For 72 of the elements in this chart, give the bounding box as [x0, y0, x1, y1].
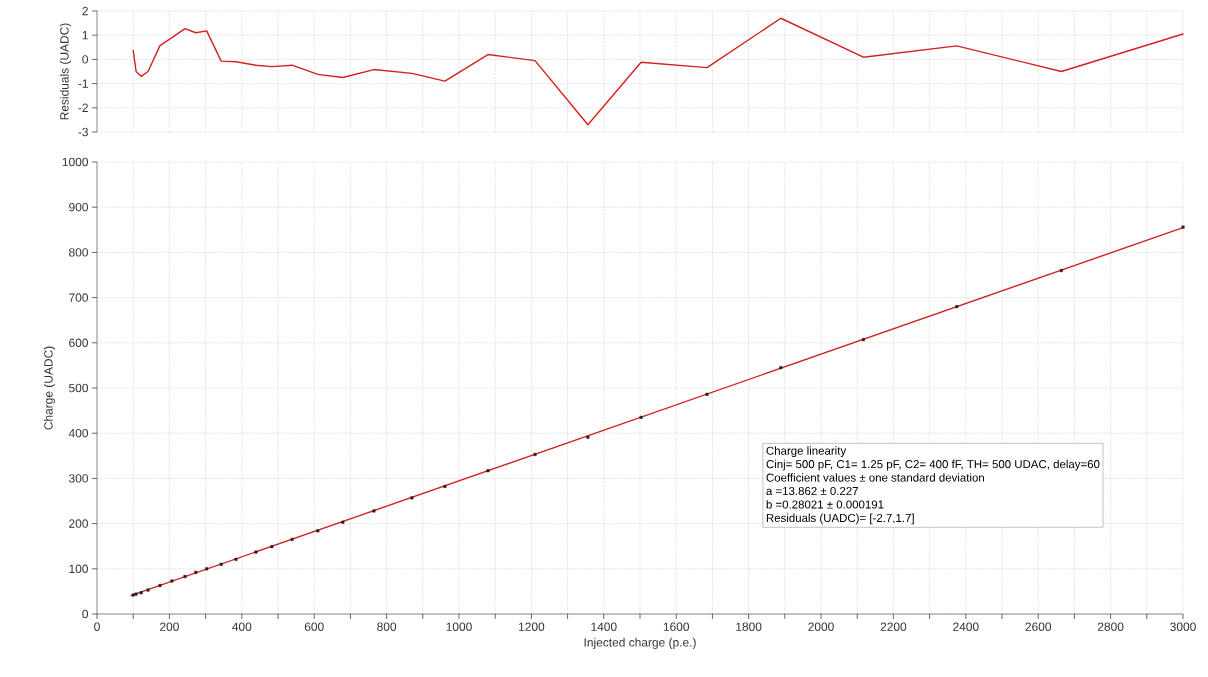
point: [639, 415, 643, 419]
point: [139, 591, 143, 595]
x-tick-label: 1800: [736, 622, 762, 631]
point: [1059, 268, 1063, 272]
annotation: Coefficient values ± one standard deviation: [766, 473, 984, 482]
point: [1181, 225, 1185, 229]
x-tick-label: 3000: [1170, 622, 1196, 631]
x-tick-label: 1400: [591, 622, 617, 631]
annotation: Residuals (UADC)= [-2.7,1.7]: [766, 513, 914, 525]
x-tick-label: 0: [94, 622, 100, 631]
point: [372, 509, 376, 513]
x-tick-label: 2400: [953, 622, 979, 631]
y-tick-label: 300: [68, 474, 89, 483]
y-tick-label: 800: [69, 248, 89, 257]
annotation: a =13.862 ± 0.227: [766, 486, 858, 496]
annotation: Charge linearity: [766, 446, 847, 458]
point: [290, 537, 294, 541]
y-tick-label: 0: [82, 609, 89, 619]
y-tick-label: 2: [82, 6, 88, 16]
point: [146, 588, 150, 592]
point: [134, 592, 138, 596]
point: [205, 567, 209, 571]
point: [194, 570, 198, 574]
point: [270, 545, 274, 549]
point: [410, 496, 414, 500]
point: [586, 435, 590, 439]
point: [705, 392, 709, 396]
x-tick-label: 2200: [880, 622, 907, 631]
x-axis-title: Injected charge (p.e.): [584, 637, 696, 649]
y-tick-label: 700: [69, 293, 89, 302]
point: [861, 338, 865, 342]
annotation: Cinj= 500 pF, C1= 1.25 pF, C2= 400 fF, TH= 500 UDAC, delay=60: [766, 459, 1100, 471]
y-tick-label: 400: [68, 428, 89, 438]
x-tick-label: 2800: [1097, 622, 1124, 631]
x-tick-label: 2600: [1025, 622, 1052, 631]
point: [170, 579, 174, 583]
y-axis-title: Charge (UADC): [43, 346, 56, 430]
point: [443, 485, 447, 489]
x-tick-label: 400: [232, 622, 252, 631]
point: [219, 562, 223, 566]
y-tick-label: -2: [78, 103, 88, 112]
y-tick-label: -1: [78, 79, 88, 88]
point: [316, 529, 320, 533]
x-tick-label: 1200: [519, 622, 545, 631]
y-tick-label: -3: [78, 127, 88, 137]
point: [131, 593, 135, 597]
y-tick-label: 500: [69, 383, 89, 393]
y-tick-label: 0: [82, 55, 89, 64]
x-tick-label: 2000: [808, 622, 834, 631]
annotation: b =0.28021 ± 0.000191: [766, 500, 884, 509]
y-tick-label: 600: [69, 338, 89, 348]
point: [779, 366, 783, 370]
x-tick-label: 600: [304, 622, 324, 631]
point: [486, 469, 490, 473]
y-tick-label: 900: [69, 202, 89, 212]
x-tick-label: 1600: [663, 622, 690, 631]
point: [254, 550, 258, 554]
x-tick-label: 1000: [446, 622, 472, 631]
y-axis-title: Residuals (UADC): [59, 23, 71, 120]
point: [234, 557, 238, 561]
y-tick-label: 200: [69, 519, 89, 528]
point: [341, 520, 345, 524]
point: [183, 574, 187, 578]
x-tick-label: 200: [160, 622, 179, 631]
point: [955, 305, 959, 309]
y-tick-label: 1000: [62, 157, 89, 167]
point: [533, 452, 537, 456]
y-tick-label: 100: [69, 564, 89, 574]
y-tick-label: 1: [82, 31, 88, 40]
point: [158, 584, 162, 588]
line-series: [132, 17, 1184, 126]
x-tick-label: 800: [377, 622, 397, 631]
